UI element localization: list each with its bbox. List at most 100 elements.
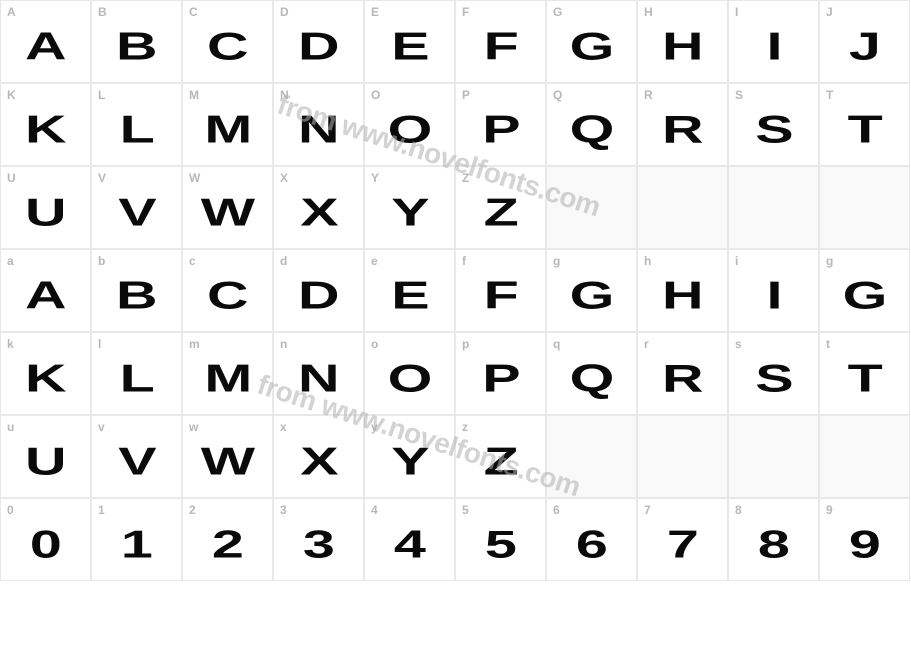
- cell-glyph: O: [388, 109, 431, 148]
- cell-key-label: Y: [371, 171, 379, 185]
- cell-key-label: M: [189, 88, 199, 102]
- cell-key-label: J: [826, 5, 833, 19]
- cell-key-label: i: [735, 254, 738, 268]
- glyph-cell: RR: [637, 83, 728, 166]
- glyph-cell: CC: [182, 0, 273, 83]
- cell-key-label: v: [98, 420, 105, 434]
- cell-glyph: T: [848, 358, 882, 397]
- cell-key-label: E: [371, 5, 379, 19]
- cell-key-label: L: [98, 88, 105, 102]
- empty-cell: [546, 415, 637, 498]
- cell-glyph: J: [849, 26, 880, 65]
- glyph-cell: yY: [364, 415, 455, 498]
- glyph-cell: NN: [273, 83, 364, 166]
- cell-key-label: e: [371, 254, 378, 268]
- cell-glyph: B: [116, 275, 156, 314]
- cell-key-label: H: [644, 5, 653, 19]
- cell-glyph: G: [570, 26, 613, 65]
- cell-key-label: l: [98, 337, 101, 351]
- cell-glyph: M: [204, 109, 251, 148]
- cell-glyph: I: [766, 275, 781, 314]
- cell-key-label: Q: [553, 88, 562, 102]
- glyph-cell: hH: [637, 249, 728, 332]
- cell-key-label: z: [462, 420, 468, 434]
- cell-key-label: q: [553, 337, 560, 351]
- cell-key-label: T: [826, 88, 833, 102]
- glyph-cell: bB: [91, 249, 182, 332]
- cell-key-label: k: [7, 337, 14, 351]
- glyph-cell: iI: [728, 249, 819, 332]
- cell-key-label: 6: [553, 503, 560, 517]
- glyph-cell: 11: [91, 498, 182, 581]
- cell-glyph: E: [391, 275, 428, 314]
- cell-glyph: 7: [667, 524, 698, 563]
- cell-glyph: D: [298, 275, 338, 314]
- cell-glyph: L: [120, 358, 154, 397]
- cell-glyph: 4: [394, 524, 425, 563]
- glyph-cell: aA: [0, 249, 91, 332]
- cell-key-label: I: [735, 5, 738, 19]
- cell-glyph: U: [25, 192, 65, 231]
- cell-glyph: E: [391, 26, 428, 65]
- cell-glyph: B: [116, 26, 156, 65]
- cell-key-label: 5: [462, 503, 469, 517]
- glyph-cell: kK: [0, 332, 91, 415]
- glyph-cell: sS: [728, 332, 819, 415]
- glyph-cell: xX: [273, 415, 364, 498]
- cell-key-label: 8: [735, 503, 742, 517]
- cell-key-label: G: [553, 5, 562, 19]
- glyph-cell: mM: [182, 332, 273, 415]
- cell-glyph: P: [482, 109, 519, 148]
- glyph-cell: II: [728, 0, 819, 83]
- cell-glyph: Z: [484, 441, 518, 480]
- glyph-cell: YY: [364, 166, 455, 249]
- cell-glyph: P: [482, 358, 519, 397]
- cell-key-label: b: [98, 254, 105, 268]
- glyph-cell: oO: [364, 332, 455, 415]
- cell-key-label: 1: [98, 503, 105, 517]
- cell-key-label: g: [553, 254, 560, 268]
- cell-glyph: C: [207, 275, 247, 314]
- glyph-cell: gG: [819, 249, 910, 332]
- cell-glyph: K: [25, 358, 65, 397]
- cell-key-label: W: [189, 171, 200, 185]
- cell-glyph: R: [662, 109, 702, 148]
- cell-key-label: Z: [462, 171, 469, 185]
- cell-glyph: V: [118, 441, 155, 480]
- glyph-cell: uU: [0, 415, 91, 498]
- glyph-cell: OO: [364, 83, 455, 166]
- glyph-cell: EE: [364, 0, 455, 83]
- cell-glyph: H: [662, 275, 702, 314]
- cell-key-label: X: [280, 171, 288, 185]
- cell-glyph: G: [843, 275, 886, 314]
- cell-glyph: Y: [391, 192, 428, 231]
- cell-glyph: 3: [303, 524, 334, 563]
- cell-glyph: 0: [30, 524, 61, 563]
- cell-key-label: 7: [644, 503, 651, 517]
- cell-glyph: G: [570, 275, 613, 314]
- cell-key-label: 4: [371, 503, 378, 517]
- cell-glyph: L: [120, 109, 154, 148]
- cell-key-label: h: [644, 254, 651, 268]
- cell-glyph: M: [204, 358, 251, 397]
- glyph-cell: 55: [455, 498, 546, 581]
- cell-glyph: I: [766, 26, 781, 65]
- glyph-cell: ZZ: [455, 166, 546, 249]
- cell-key-label: y: [371, 420, 378, 434]
- glyph-cell: gG: [546, 249, 637, 332]
- cell-glyph: R: [662, 358, 702, 397]
- glyph-cell: GG: [546, 0, 637, 83]
- cell-key-label: 9: [826, 503, 833, 517]
- cell-glyph: 2: [212, 524, 243, 563]
- cell-glyph: A: [25, 26, 65, 65]
- cell-glyph: 9: [849, 524, 880, 563]
- glyph-cell: tT: [819, 332, 910, 415]
- cell-glyph: N: [298, 358, 338, 397]
- glyph-cell: FF: [455, 0, 546, 83]
- glyph-cell: QQ: [546, 83, 637, 166]
- cell-glyph: O: [388, 358, 431, 397]
- glyph-cell: VV: [91, 166, 182, 249]
- cell-key-label: N: [280, 88, 289, 102]
- cell-key-label: A: [7, 5, 16, 19]
- cell-glyph: 1: [121, 524, 152, 563]
